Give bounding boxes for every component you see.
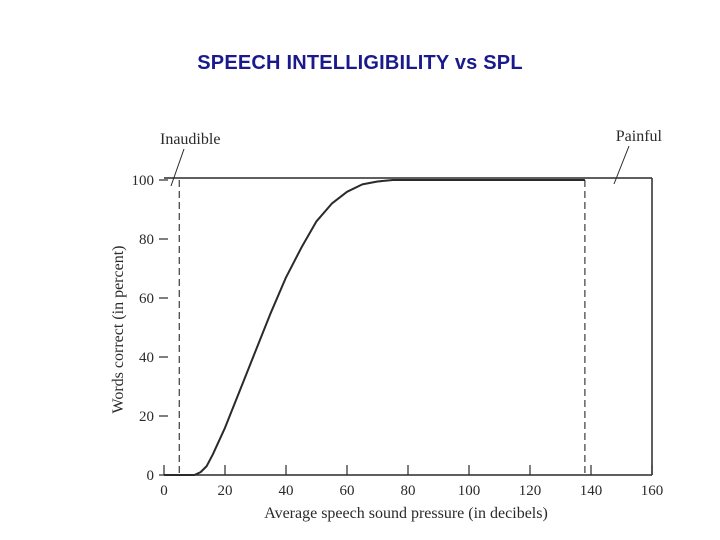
x-tick-label: 100 <box>458 483 481 499</box>
x-tick-label: 140 <box>580 483 603 499</box>
painful-label: Painful <box>616 128 663 145</box>
y-tick-label: 0 <box>147 468 155 484</box>
x-tick-label: 160 <box>641 483 664 499</box>
x-tick-label: 40 <box>279 483 294 499</box>
y-axis-label: Words correct (in percent) <box>110 246 127 414</box>
threshold-lines <box>178 180 586 475</box>
x-tick-label: 0 <box>160 483 168 499</box>
x-tick-label: 20 <box>218 483 233 499</box>
x-tick-label: 60 <box>340 483 355 499</box>
y-tick-label: 80 <box>139 232 154 248</box>
series-layer <box>164 179 585 476</box>
x-tick-label: 80 <box>401 483 416 499</box>
slide-title: SPEECH INTELLIGIBILITY vs SPL <box>197 52 523 74</box>
y-axis-ticks: 0 20 40 60 80 100 <box>132 173 168 484</box>
y-tick-label: 40 <box>139 350 154 366</box>
x-axis-ticks: 0 20 40 60 80 100 120 140 160 <box>160 465 663 499</box>
y-tick-label: 20 <box>139 409 154 425</box>
inaudible-pointer <box>170 148 185 187</box>
y-tick-label: 60 <box>139 291 154 307</box>
painful-pointer <box>613 145 630 185</box>
intelligibility-curve <box>164 179 585 476</box>
x-axis-label: Average speech sound pressure (in decibe… <box>264 505 548 522</box>
plot-frame <box>164 177 653 476</box>
y-tick-label: 100 <box>132 173 155 189</box>
x-tick-label: 120 <box>519 483 542 499</box>
annotations-layer: Inaudible Painful <box>160 128 663 187</box>
inaudible-label: Inaudible <box>160 131 220 148</box>
